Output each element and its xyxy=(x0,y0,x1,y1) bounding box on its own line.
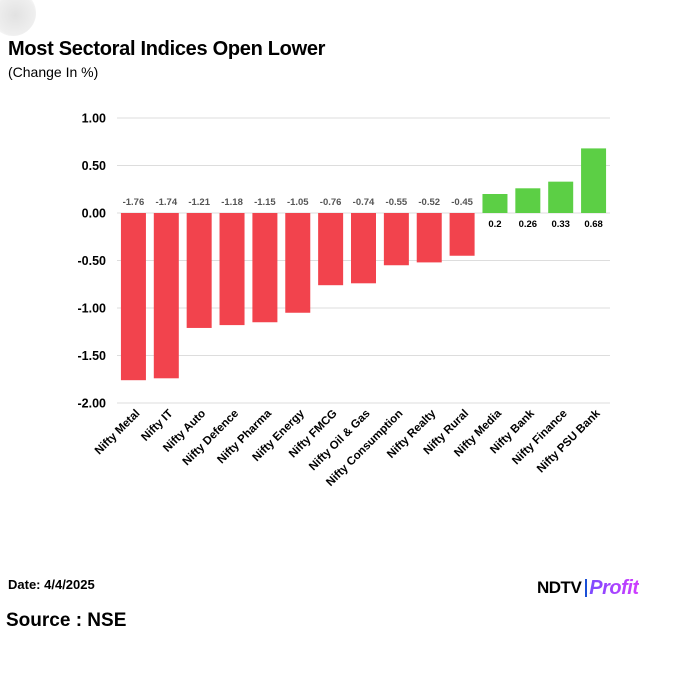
bar-chart: 1.000.500.00-0.50-1.00-1.50-2.00 -1.76 -1… xyxy=(78,112,610,489)
data-label: -0.45 xyxy=(451,197,473,208)
bar xyxy=(252,213,278,323)
data-label: 0.33 xyxy=(551,219,570,230)
bar xyxy=(219,213,245,326)
x-tick-label: Nifty Metal xyxy=(93,408,143,458)
bar xyxy=(548,181,574,213)
data-label: -1.18 xyxy=(221,197,243,208)
chart-title: Most Sectoral Indices Open Lower xyxy=(8,38,326,60)
x-tick-label: Nifty PSU Bank xyxy=(535,407,603,475)
data-label: 0.26 xyxy=(519,219,538,230)
y-tick-label: 1.00 xyxy=(82,112,106,126)
data-label: -0.76 xyxy=(320,197,342,208)
y-tick-label: -1.50 xyxy=(78,349,107,363)
bar xyxy=(416,213,442,263)
bar xyxy=(186,213,212,328)
bar xyxy=(318,213,344,286)
y-tick-label: -1.00 xyxy=(78,302,107,316)
bar xyxy=(449,213,475,256)
data-label: 0.68 xyxy=(584,219,603,230)
data-label: -1.15 xyxy=(254,197,276,208)
y-tick-label: -0.50 xyxy=(78,254,107,268)
date-label: Date: 4/4/2025 xyxy=(8,577,95,592)
bar xyxy=(153,213,179,379)
data-labels: -1.76 -1.74 -1.21 -1.18 -1.15 -1.05 -0.76 -0.74… xyxy=(123,197,603,230)
y-axis-ticks: 1.00 0.50 0.00 -0.50 -1.00 -1.50 -2.00 xyxy=(78,112,107,411)
logo-divider xyxy=(585,579,588,597)
ndtv-profit-logo: NDTV Profit xyxy=(537,576,639,600)
data-label: -1.05 xyxy=(287,197,309,208)
y-tick-label: -2.00 xyxy=(78,397,107,411)
x-tick-label: Nifty Oil & Gas xyxy=(307,408,372,473)
data-label: 0.2 xyxy=(488,219,501,230)
logo-profit-text: Profit xyxy=(589,576,639,599)
bar xyxy=(120,213,146,381)
bar xyxy=(285,213,311,313)
data-label: -0.52 xyxy=(418,197,440,208)
bars xyxy=(120,148,607,381)
chart-subtitle: (Change In %) xyxy=(8,64,99,80)
bar xyxy=(581,148,607,213)
y-tick-label: 0.50 xyxy=(82,159,106,173)
y-tick-label: 0.00 xyxy=(82,207,106,221)
logo-ndtv-text: NDTV xyxy=(537,578,582,597)
data-label: -1.74 xyxy=(155,197,177,208)
data-label: -0.74 xyxy=(353,197,375,208)
bar xyxy=(383,213,409,266)
data-label: -0.55 xyxy=(386,197,408,208)
data-label: -1.76 xyxy=(123,197,145,208)
bar xyxy=(351,213,376,284)
data-label: -1.21 xyxy=(188,197,210,208)
source-label: Source : NSE xyxy=(6,610,127,631)
bar xyxy=(482,194,508,213)
bar xyxy=(515,188,541,213)
